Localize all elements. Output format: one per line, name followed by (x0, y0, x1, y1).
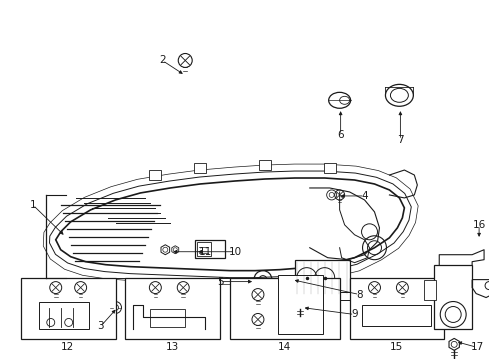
Text: 2: 2 (159, 55, 166, 66)
FancyBboxPatch shape (230, 278, 340, 339)
Text: 12: 12 (61, 342, 74, 352)
FancyBboxPatch shape (125, 278, 220, 339)
Text: 14: 14 (278, 342, 292, 352)
FancyBboxPatch shape (434, 265, 472, 329)
Text: 3: 3 (97, 321, 104, 332)
FancyBboxPatch shape (362, 305, 431, 327)
FancyBboxPatch shape (39, 302, 89, 329)
Text: 5: 5 (217, 276, 223, 287)
Text: 10: 10 (228, 247, 242, 257)
Text: 4: 4 (361, 191, 368, 201)
Text: 1: 1 (29, 200, 36, 210)
FancyBboxPatch shape (194, 163, 206, 173)
Text: 7: 7 (397, 135, 404, 145)
FancyBboxPatch shape (149, 170, 161, 180)
FancyBboxPatch shape (290, 292, 355, 300)
FancyBboxPatch shape (295, 260, 349, 296)
Text: 11: 11 (198, 247, 212, 257)
FancyBboxPatch shape (150, 310, 185, 328)
Text: 8: 8 (356, 289, 363, 300)
FancyBboxPatch shape (195, 240, 225, 258)
FancyBboxPatch shape (349, 278, 444, 339)
FancyBboxPatch shape (21, 278, 116, 339)
Text: 6: 6 (337, 130, 344, 140)
Text: 16: 16 (472, 220, 486, 230)
FancyBboxPatch shape (259, 160, 271, 170)
Text: 9: 9 (351, 310, 358, 319)
FancyBboxPatch shape (278, 275, 323, 334)
Text: 13: 13 (166, 342, 179, 352)
FancyBboxPatch shape (324, 163, 336, 173)
Text: 15: 15 (390, 342, 403, 352)
FancyBboxPatch shape (424, 280, 436, 300)
FancyBboxPatch shape (197, 242, 211, 256)
Text: 17: 17 (470, 342, 484, 352)
